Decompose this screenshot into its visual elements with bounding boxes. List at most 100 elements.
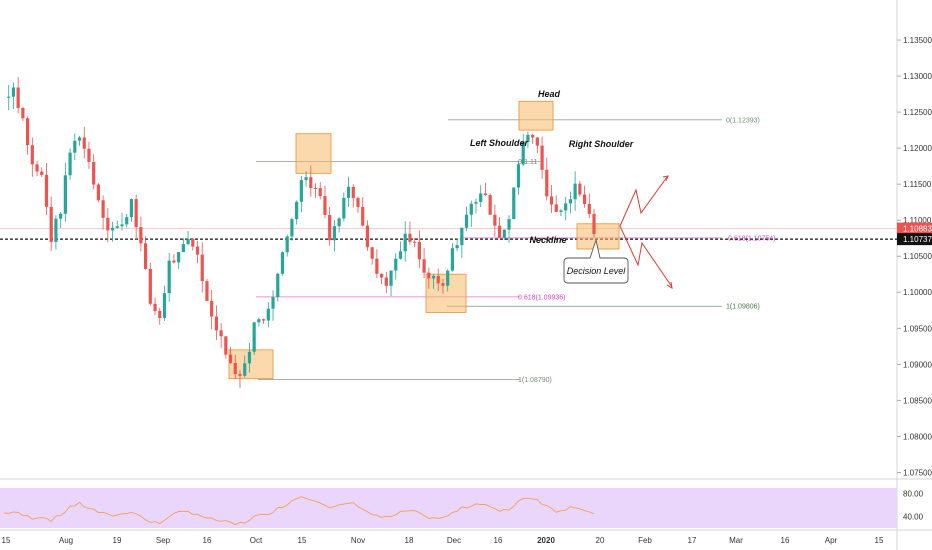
- candle-body: [228, 354, 233, 364]
- candle-body: [394, 258, 398, 271]
- candle-body: [129, 199, 134, 218]
- candle-body: [483, 193, 488, 196]
- candle-body: [68, 152, 72, 176]
- candle-body: [323, 196, 327, 216]
- candle-body: [276, 273, 280, 298]
- candle-body: [592, 213, 596, 235]
- candle-body: [545, 169, 549, 197]
- candle-body: [332, 226, 336, 241]
- candle-body: [290, 219, 294, 237]
- y-tick-label: 1.13500: [903, 36, 932, 45]
- candle-body: [389, 270, 393, 286]
- candle-body: [26, 118, 30, 146]
- price-axis: 1.13500 1.13000 1.12500 1.12000 1.11500 1.110…: [897, 36, 932, 477]
- x-tick-label: Aug: [59, 536, 73, 545]
- candle-body: [313, 188, 318, 190]
- level-label: 0.618(1.09936): [518, 294, 565, 301]
- candle-body: [11, 87, 16, 97]
- candle-body: [96, 184, 100, 201]
- candle-body: [82, 137, 86, 149]
- y-tick-label: 1.08000: [903, 432, 932, 441]
- candle-body: [92, 161, 96, 185]
- candle-body: [120, 224, 124, 227]
- candle-body: [304, 177, 308, 181]
- candle-body: [540, 145, 544, 170]
- candle-body: [328, 215, 332, 241]
- candle-body: [77, 137, 82, 141]
- candle-body: [446, 270, 450, 286]
- y-tick-label: 1.08500: [903, 396, 932, 405]
- candle-body: [243, 363, 247, 376]
- candle-body: [247, 351, 252, 364]
- candle-body: [469, 203, 473, 215]
- candle-body: [479, 193, 483, 203]
- candle-body: [408, 233, 412, 242]
- x-tick-label: 15: [298, 536, 307, 545]
- candle-body: [578, 183, 582, 195]
- candle-body: [531, 134, 535, 138]
- candle-body: [271, 297, 275, 309]
- candle-body: [554, 204, 558, 212]
- candle-body: [356, 198, 360, 207]
- candle-body: [450, 248, 454, 271]
- candle-body: [181, 244, 185, 253]
- candle-body: [172, 260, 176, 263]
- candle-body: [342, 197, 346, 219]
- candle-body: [375, 258, 379, 274]
- candle-body: [238, 374, 242, 376]
- candle-body: [521, 141, 525, 165]
- level-label: 1(1.09806): [726, 304, 760, 311]
- candle-body: [252, 322, 256, 352]
- pattern-zone: [518, 100, 554, 131]
- y-tick-label: 1.09000: [903, 360, 932, 369]
- x-tick-label: 19: [113, 536, 122, 545]
- candle-body: [262, 319, 266, 321]
- candle-body: [30, 145, 34, 165]
- candle-body: [210, 300, 214, 317]
- candle-body: [59, 213, 63, 219]
- candle-body: [455, 245, 459, 249]
- x-tick-label: Oct: [250, 536, 263, 545]
- level-label: 0(1.12393): [726, 117, 760, 124]
- candle-body: [361, 206, 365, 226]
- candle-body: [370, 247, 374, 259]
- pattern-zone: [576, 223, 620, 250]
- candle-body: [63, 175, 67, 214]
- candle-body: [337, 218, 341, 227]
- candle-body: [125, 217, 129, 225]
- right-shoulder-label: Right Shoulder: [569, 139, 634, 149]
- y-tick-label: 1.12000: [903, 144, 932, 153]
- candle-body: [507, 219, 511, 230]
- y-tick-label: 1.12500: [903, 108, 932, 117]
- candle-body: [441, 283, 445, 286]
- candle-body: [162, 293, 167, 319]
- candle-body: [224, 336, 228, 355]
- y-tick-label: 1.10500: [903, 252, 932, 261]
- x-tick-label: 16: [781, 536, 790, 545]
- candle-body: [417, 242, 421, 260]
- candle-body: [110, 227, 115, 231]
- candle-body: [493, 214, 497, 226]
- x-tick-label: 16: [203, 536, 212, 545]
- arrow-up-path: [619, 176, 668, 227]
- fib-levels: 0(1.12393)0(1.110.618(1.10754)0.618(1.09…: [0, 117, 897, 384]
- candle-body: [512, 187, 516, 220]
- candle-body: [167, 260, 171, 294]
- pattern-zone: [295, 133, 332, 174]
- pattern-zone: [425, 273, 467, 313]
- candle-body: [115, 226, 119, 228]
- rsi-tick-label: 40.00: [903, 513, 924, 522]
- neckline-label: Neckline: [529, 235, 566, 245]
- candle-body: [101, 200, 105, 218]
- candle-body: [346, 186, 351, 198]
- candle-body: [436, 275, 440, 284]
- candle-body: [35, 164, 39, 172]
- candle-body: [219, 330, 223, 337]
- candle-body: [21, 107, 25, 119]
- candle-body: [134, 199, 138, 228]
- price-tag-lower-label: 1.10737: [903, 235, 932, 244]
- candle-body: [502, 229, 506, 238]
- candle-body: [380, 273, 384, 278]
